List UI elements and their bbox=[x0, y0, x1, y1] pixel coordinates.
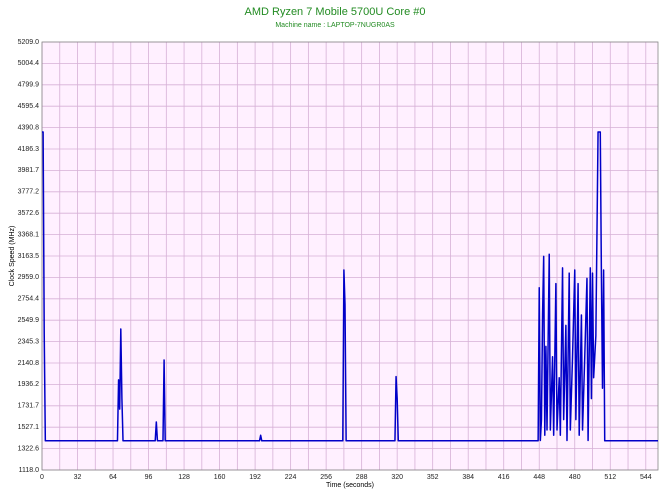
y-tick-label: 4799.9 bbox=[18, 82, 40, 89]
y-tick-label: 3368.1 bbox=[18, 231, 40, 238]
x-tick-label: 96 bbox=[145, 474, 153, 481]
y-tick-label: 1527.1 bbox=[18, 424, 40, 431]
chart-subtitle: Machine name : LAPTOP-7NUGR0AS bbox=[275, 22, 395, 29]
x-tick-label: 32 bbox=[74, 474, 82, 481]
plot-frame bbox=[41, 41, 659, 471]
line bbox=[42, 131, 658, 442]
x-tick-label: 288 bbox=[356, 474, 368, 481]
x-tick-label: 512 bbox=[604, 474, 616, 481]
y-tick-label: 1936.2 bbox=[18, 381, 40, 388]
x-tick-label: 448 bbox=[533, 474, 545, 481]
y-tick-label: 2345.3 bbox=[18, 338, 40, 345]
y-tick-label: 3777.2 bbox=[18, 189, 40, 196]
y-tick-label: 4595.4 bbox=[18, 103, 40, 110]
y-tick-label: 2549.9 bbox=[18, 317, 40, 324]
y-tick-label: 4186.3 bbox=[18, 146, 40, 153]
y-tick-label: 3572.6 bbox=[18, 210, 40, 217]
x-tick-label: 384 bbox=[462, 474, 474, 481]
x-tick-label: 320 bbox=[391, 474, 403, 481]
chart-title: AMD Ryzen 7 Mobile 5700U Core #0 bbox=[245, 6, 426, 18]
y-tick-label: 2754.4 bbox=[18, 296, 40, 303]
x-tick-label: 480 bbox=[569, 474, 581, 481]
y-tick-label: 1322.6 bbox=[18, 445, 40, 452]
y-tick-label: 1118.0 bbox=[19, 467, 39, 474]
x-tick-label: 128 bbox=[178, 474, 190, 481]
x-tick-label: 192 bbox=[249, 474, 261, 481]
y-tick-label: 5004.4 bbox=[18, 60, 40, 67]
y-tick-label: 1731.7 bbox=[18, 403, 40, 410]
x-tick-label: 544 bbox=[640, 474, 652, 481]
y-axis-label: Clock Speed (MHz) bbox=[9, 226, 16, 287]
x-tick-label: 256 bbox=[320, 474, 332, 481]
x-tick-label: 0 bbox=[40, 474, 44, 481]
y-tick-label: 2140.8 bbox=[18, 360, 40, 367]
x-tick-label: 64 bbox=[109, 474, 117, 481]
x-tick-label: 224 bbox=[285, 474, 297, 481]
x-tick-label: 416 bbox=[498, 474, 510, 481]
y-tick-label: 5209.0 bbox=[18, 39, 40, 46]
y-tick-label: 4390.8 bbox=[18, 124, 40, 131]
y-tick-label: 3981.7 bbox=[18, 167, 40, 174]
x-axis-label: Time (seconds) bbox=[326, 482, 374, 489]
y-tick-label: 3163.5 bbox=[18, 253, 40, 260]
y-tick-label: 2959.0 bbox=[18, 274, 40, 281]
x-tick-label: 160 bbox=[214, 474, 226, 481]
x-tick-label: 352 bbox=[427, 474, 439, 481]
